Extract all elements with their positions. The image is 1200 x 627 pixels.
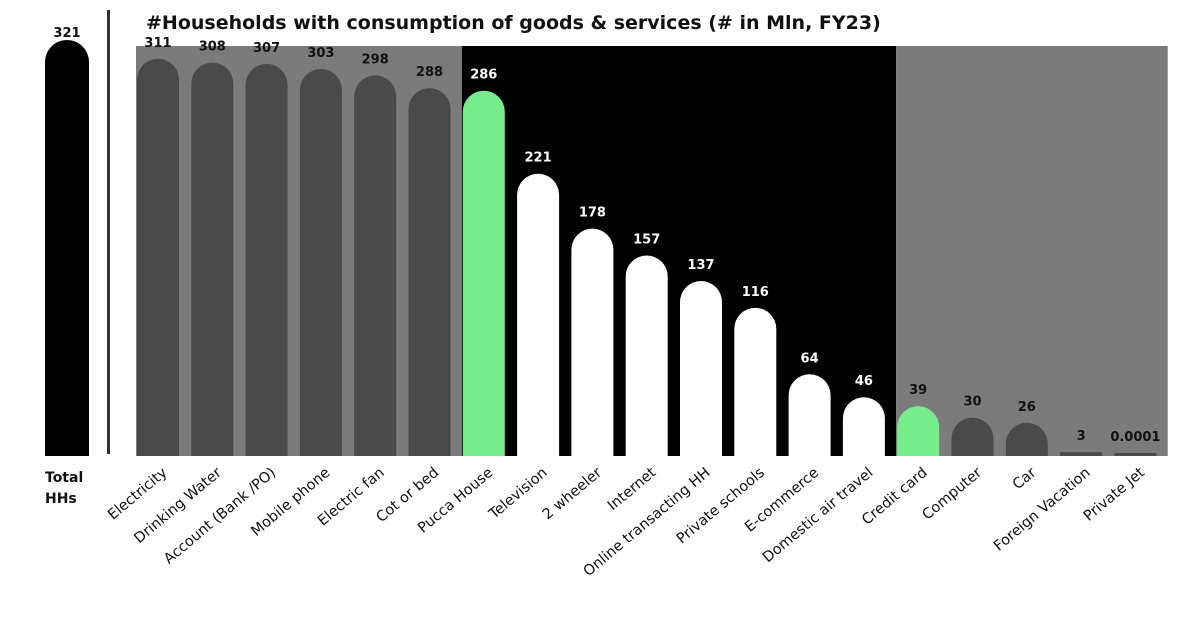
- value-label-e-commerce: 64: [801, 351, 819, 366]
- bar-foreign-vacation: [1060, 452, 1103, 456]
- value-label-online-transacting-hh: 137: [687, 258, 714, 273]
- value-label-computer: 30: [963, 395, 981, 410]
- bar-e-commerce: [788, 374, 831, 456]
- value-label-2-wheeler: 178: [579, 206, 606, 221]
- bar-pucca-house: [462, 90, 505, 457]
- group-background-3: [896, 46, 1168, 456]
- bar-drinking-water: [191, 62, 234, 456]
- value-label-television: 221: [525, 151, 552, 166]
- bars: [137, 58, 1157, 457]
- total-value-label: 321: [53, 26, 80, 41]
- value-label-pucca-house: 286: [470, 68, 497, 83]
- bar-cot-or-bed: [408, 88, 451, 456]
- value-label-domestic-air-travel: 46: [855, 374, 873, 389]
- category-label-computer: Computer: [920, 465, 986, 524]
- total-label-line2: HHs: [45, 491, 77, 507]
- value-label-electric-fan: 298: [362, 52, 389, 67]
- bar-private-schools: [734, 307, 777, 456]
- bar-television: [517, 173, 560, 456]
- group-backgrounds: [136, 46, 1168, 456]
- chart-title: #Households with consumption of goods & …: [146, 12, 881, 34]
- bar-electricity: [137, 58, 179, 457]
- bar-internet: [625, 255, 668, 456]
- category-label-television: Television: [486, 465, 551, 523]
- bar-mobile-phone: [299, 68, 342, 456]
- category-label-foreign-vacation: Foreign Vacation: [991, 465, 1094, 555]
- category-label-car: Car: [1010, 465, 1039, 493]
- bar-domestic-air-travel: [842, 397, 885, 456]
- value-label-car: 26: [1018, 400, 1036, 415]
- bar-2-wheeler: [571, 228, 614, 456]
- total-households: 321 Total HHs: [45, 26, 89, 507]
- value-label-mobile-phone: 303: [307, 46, 334, 61]
- total-label-line1: Total: [45, 470, 83, 486]
- value-label-drinking-water: 308: [199, 40, 226, 55]
- value-label-account-bank-po: 307: [253, 41, 280, 56]
- value-label-credit-card: 39: [909, 383, 927, 398]
- value-label-foreign-vacation: 3: [1077, 429, 1086, 444]
- value-label-private-schools: 116: [742, 285, 769, 300]
- category-label-internet: Internet: [605, 465, 660, 514]
- divider-line: [107, 10, 110, 454]
- value-label-internet: 157: [633, 232, 660, 247]
- group-background-1: [136, 46, 462, 456]
- value-label-electricity: 311: [144, 36, 171, 51]
- value-label-cot-or-bed: 288: [416, 65, 443, 80]
- bar-online-transacting-hh: [680, 281, 722, 456]
- bar-car: [1005, 422, 1048, 456]
- value-label-private-jet: 0.0001: [1110, 430, 1160, 445]
- total-bar: [45, 40, 89, 456]
- bar-credit-card: [897, 406, 940, 456]
- category-label-private-jet: Private Jet: [1081, 465, 1148, 525]
- bar-private-jet: [1114, 453, 1157, 456]
- category-label-2-wheeler: 2 wheeler: [540, 465, 605, 523]
- bar-computer: [951, 417, 994, 456]
- bar-account-bank-po: [245, 63, 288, 457]
- bar-electric-fan: [354, 75, 397, 456]
